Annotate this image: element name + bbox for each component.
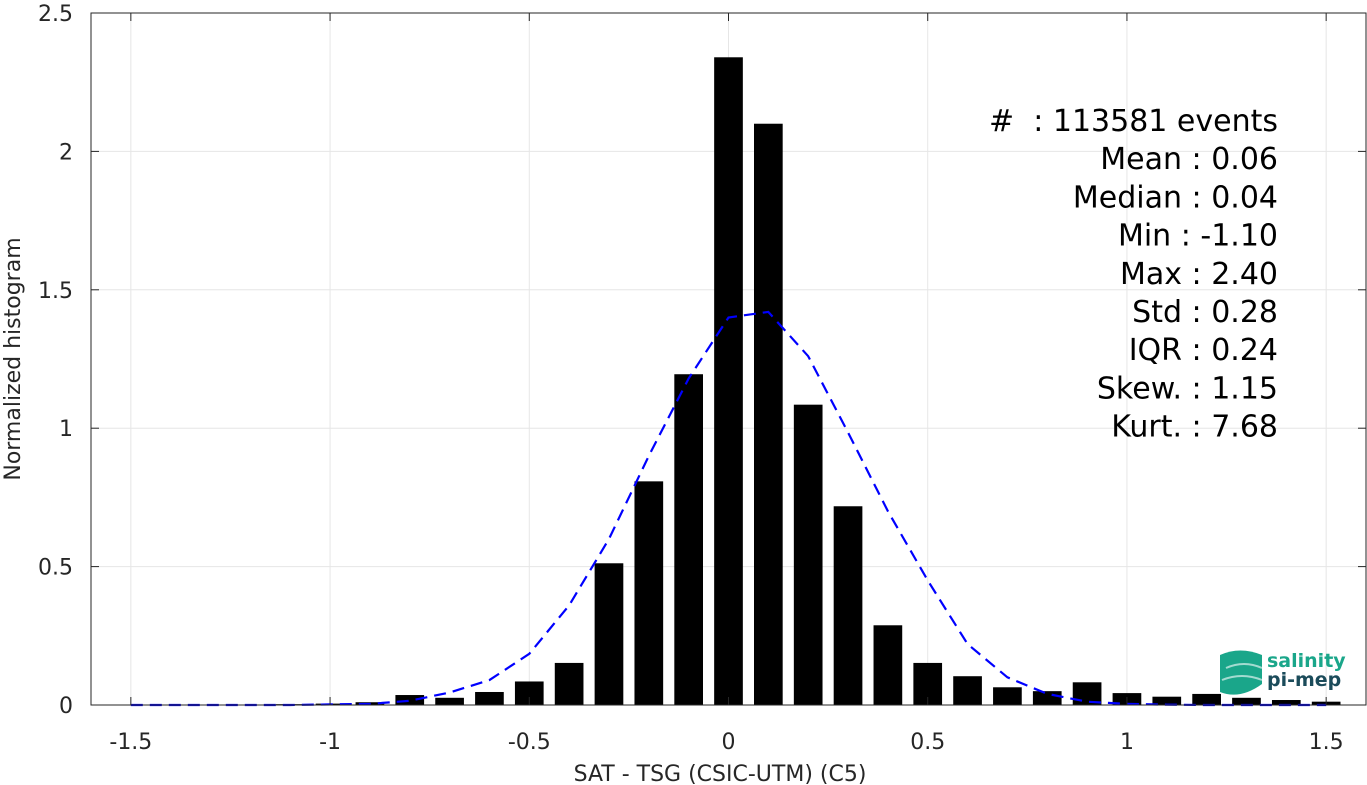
- y-tick-label: 1.5: [38, 279, 73, 304]
- x-tick-label: 0: [722, 730, 736, 755]
- histogram-bar: [993, 687, 1022, 705]
- x-tick-label: 0.5: [910, 730, 945, 755]
- stats-line: Mean : 0.06: [1100, 142, 1278, 177]
- x-tick-label: -1.5: [109, 730, 152, 755]
- stats-line: Max : 2.40: [1120, 257, 1278, 292]
- logo-text-line2: pi-mep: [1267, 669, 1341, 691]
- histogram-bar: [475, 691, 504, 705]
- x-tick-label: 1.5: [1309, 730, 1344, 755]
- histogram-bar: [514, 681, 544, 705]
- histogram-bar: [714, 57, 743, 705]
- y-tick-labels: 0 0.5 1 1.5 2 2.5: [38, 2, 73, 719]
- y-tick-label: 2: [59, 140, 73, 165]
- histogram-bar: [554, 662, 584, 705]
- y-tick-label: 1: [59, 417, 73, 442]
- stats-line: Median : 0.04: [1073, 180, 1278, 215]
- stats-line: # : 113581 events: [989, 104, 1278, 139]
- x-axis-label: SAT - TSG (CSIC-UTM) (C5): [574, 762, 867, 785]
- histogram-bar: [833, 506, 863, 705]
- histogram-bar: [674, 374, 703, 705]
- histogram-bar: [435, 697, 464, 705]
- histogram-bar: [793, 404, 823, 705]
- y-tick-label: 0.5: [38, 556, 73, 581]
- x-tick-labels: -1.5 -1 -0.5 0 0.5 1 1.5: [109, 730, 1343, 755]
- x-tick-label: -0.5: [508, 730, 551, 755]
- histogram-bar: [1032, 691, 1062, 705]
- stats-line: Skew. : 1.15: [1097, 371, 1278, 406]
- y-tick-label: 2.5: [38, 2, 73, 27]
- y-axis-label: Normalized histogram: [1, 237, 26, 480]
- histogram-bar: [1152, 696, 1182, 705]
- stats-line: Min : -1.10: [1118, 219, 1278, 254]
- histogram-bar: [953, 676, 982, 705]
- histogram-bar: [1271, 700, 1301, 705]
- axis-ticks: [91, 12, 1366, 706]
- salinity-pi-mep-logo: salinity pi-mep: [1220, 650, 1346, 695]
- logo-wave-icon: [1220, 650, 1263, 695]
- histogram-bar: [634, 481, 664, 705]
- histogram-bar: [873, 625, 903, 705]
- histogram-bar: [754, 123, 783, 706]
- x-tick-label: 1: [1120, 730, 1134, 755]
- histogram-bar: [395, 695, 425, 705]
- y-tick-label: 0: [59, 694, 73, 719]
- logo-text-line1: salinity: [1267, 650, 1346, 672]
- histogram-bars: [275, 57, 1341, 706]
- histogram-bar: [1232, 697, 1261, 705]
- x-tick-label: -1: [319, 730, 341, 755]
- stats-line: Std : 0.28: [1132, 295, 1278, 330]
- stats-line: Kurt. : 7.68: [1111, 410, 1278, 445]
- histogram-bar: [1192, 693, 1221, 705]
- stats-line: IQR : 0.24: [1129, 333, 1278, 368]
- histogram-bar: [594, 563, 624, 705]
